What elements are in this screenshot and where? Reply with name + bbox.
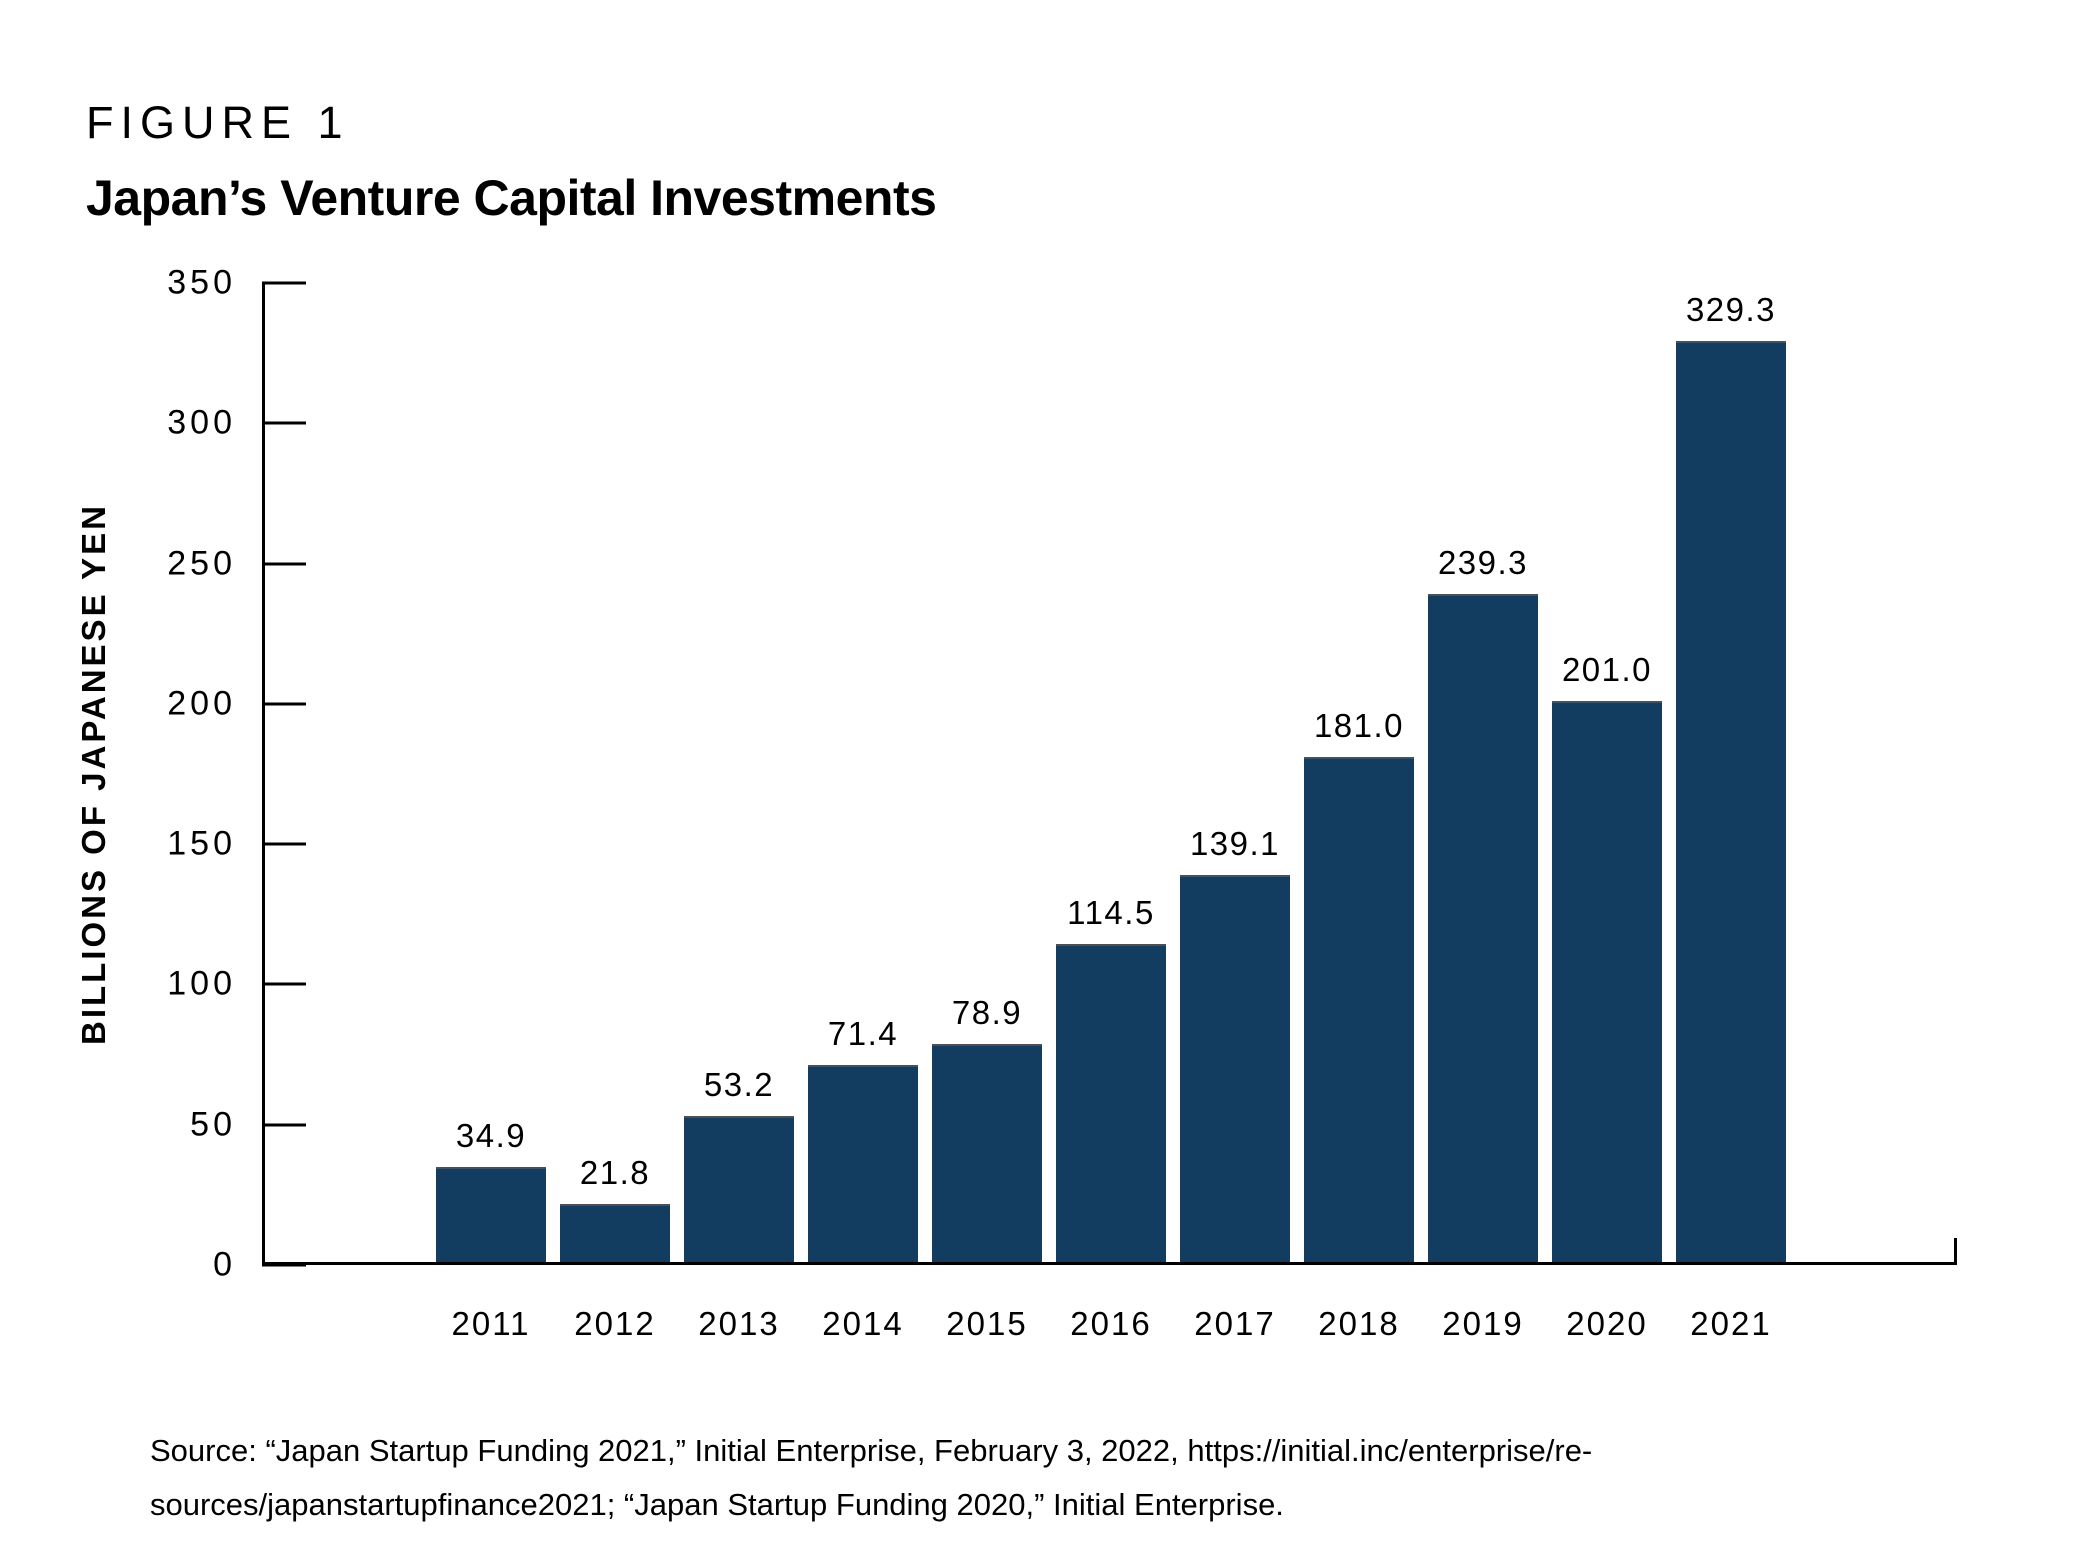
source-note: Source: “Japan Startup Funding 2021,” In… [150, 1424, 1592, 1532]
x-tick-label-2019: 2019 [1442, 1305, 1524, 1342]
plot-area: 0 50 100 150 200 250 300 350 34.9 2011 21.8 2012 53.… [167, 264, 1957, 1342]
source-line-1: Source: “Japan Startup Funding 2021,” In… [150, 1433, 1593, 1468]
bar-value-2016: 114.5 [1067, 893, 1155, 931]
y-tick-label-150: 150 [167, 824, 236, 863]
y-tick-label-350: 350 [167, 263, 236, 302]
y-tick-label-300: 300 [167, 403, 236, 442]
bar-2015 [932, 1043, 1042, 1265]
bar-2013 [684, 1115, 794, 1265]
bar-value-2018: 181.0 [1313, 707, 1405, 745]
x-tick-label-2012: 2012 [574, 1305, 656, 1342]
bar-2014 [808, 1064, 918, 1265]
bar-value-2017: 139.1 [1189, 824, 1281, 862]
bar-2016 [1056, 943, 1166, 1265]
y-tick-250 [262, 562, 306, 566]
x-tick-label-2015: 2015 [946, 1305, 1028, 1342]
bar-2021 [1676, 341, 1786, 1265]
bar-2020 [1552, 701, 1662, 1265]
bar-value-2021: 329.3 [1685, 291, 1777, 329]
y-tick-300 [262, 421, 306, 425]
bar-value-2015: 78.9 [951, 993, 1023, 1031]
y-tick-label-0: 0 [213, 1245, 236, 1284]
source-line-2: sources/japanstartupfinance2021; “Japan … [150, 1487, 1284, 1522]
y-tick-label-250: 250 [167, 544, 236, 583]
figure-header: FIGURE 1 Japan’s Venture Capital Investm… [86, 97, 937, 226]
bar-value-2014: 71.4 [827, 1014, 899, 1052]
y-axis-title: BILLIONS OF JAPANESE YEN [75, 502, 112, 1046]
bar-value-2020: 201.0 [1561, 651, 1653, 689]
x-tick-label-2017: 2017 [1194, 1305, 1276, 1342]
x-tick-label-2021: 2021 [1690, 1305, 1772, 1342]
bar-value-2011: 34.9 [455, 1117, 527, 1155]
bar-2019 [1428, 593, 1538, 1265]
bar-2017 [1180, 874, 1290, 1265]
y-tick-label-100: 100 [167, 964, 236, 1003]
y-axis-line [262, 283, 265, 1265]
y-tick-100 [262, 982, 306, 986]
x-axis-line [262, 1262, 1957, 1265]
y-tick-0 [262, 1263, 306, 1267]
bar-value-2019: 239.3 [1437, 543, 1529, 581]
x-tick-label-2011: 2011 [451, 1305, 531, 1342]
bar-value-2013: 53.2 [703, 1065, 775, 1103]
bar-2011 [436, 1167, 546, 1265]
x-tick-label-2014: 2014 [822, 1305, 904, 1342]
figure-label: FIGURE 1 [86, 97, 350, 148]
chart-title: Japan’s Venture Capital Investments [86, 170, 937, 226]
x-tick-label-2013: 2013 [698, 1305, 780, 1342]
x-tick-label-2020: 2020 [1566, 1305, 1648, 1342]
y-tick-150 [262, 842, 306, 846]
y-tick-350 [262, 281, 306, 285]
x-axis-end-tick [1954, 1238, 1957, 1265]
bar-2012 [560, 1203, 670, 1265]
y-tick-label-200: 200 [167, 684, 236, 723]
y-tick-label-50: 50 [190, 1105, 236, 1144]
y-tick-200 [262, 702, 306, 706]
x-tick-label-2016: 2016 [1070, 1305, 1152, 1342]
y-tick-50 [262, 1123, 306, 1127]
x-tick-label-2018: 2018 [1318, 1305, 1400, 1342]
bar-2018 [1304, 757, 1414, 1265]
bar-value-2012: 21.8 [579, 1153, 651, 1191]
